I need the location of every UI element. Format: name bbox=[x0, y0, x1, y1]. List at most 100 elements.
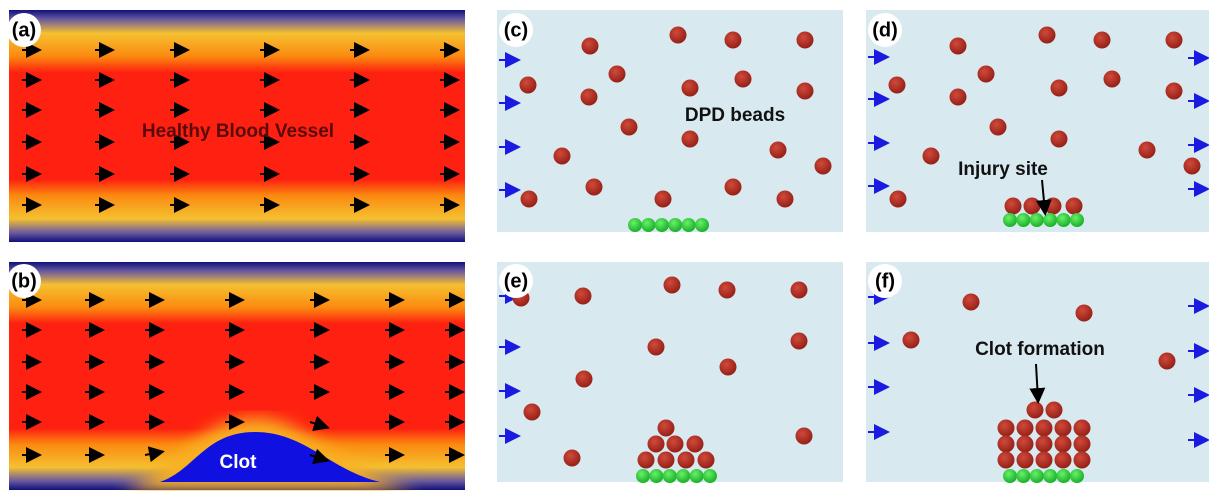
dpd-bead bbox=[647, 435, 665, 453]
dpd-bead bbox=[1158, 352, 1176, 370]
injury-bead bbox=[636, 469, 650, 483]
dpd-bead bbox=[997, 419, 1015, 437]
label-bg bbox=[499, 13, 533, 47]
dpd-bead bbox=[1165, 31, 1183, 49]
injury-bead bbox=[654, 218, 669, 232]
dpd-bead bbox=[1045, 401, 1063, 419]
dpd-bead bbox=[563, 449, 581, 467]
dpd-bead bbox=[575, 370, 593, 388]
clot-formation-text: Clot formation bbox=[975, 339, 1105, 360]
dpd-bead bbox=[585, 178, 603, 196]
injury-bead bbox=[641, 218, 656, 232]
injury-bead bbox=[649, 469, 664, 483]
dpd-bead bbox=[962, 293, 980, 311]
dpd-bead bbox=[1016, 419, 1034, 437]
dpd-bead bbox=[1065, 197, 1083, 215]
dpd-bead bbox=[718, 281, 736, 299]
injury-bead bbox=[1029, 469, 1044, 483]
injury-bead bbox=[695, 218, 709, 232]
dpd-bead bbox=[902, 331, 920, 349]
dpd-bead bbox=[520, 190, 538, 208]
dpd-bead bbox=[608, 65, 626, 83]
dpd-bead bbox=[620, 118, 638, 136]
injury-text: Injury site bbox=[958, 159, 1048, 180]
dpd-bead bbox=[1004, 197, 1022, 215]
dpd-bead bbox=[1023, 197, 1041, 215]
label-bg bbox=[499, 264, 533, 298]
dpd-bead bbox=[1138, 141, 1156, 159]
dpd-bead bbox=[637, 451, 655, 469]
dpd-bead bbox=[997, 435, 1015, 453]
dpd-bead bbox=[1093, 31, 1111, 49]
panel-labels: (a) (b) (c) (d) (e) (f) bbox=[7, 13, 902, 298]
dpd-bead bbox=[1035, 419, 1053, 437]
dpd-bead bbox=[949, 37, 967, 55]
dpd-bead bbox=[553, 147, 571, 165]
dpd-bead bbox=[654, 190, 672, 208]
dpd-bead bbox=[1044, 197, 1062, 215]
dpd-bead bbox=[795, 427, 813, 445]
injury-bead bbox=[628, 218, 642, 232]
dpd-bead bbox=[686, 435, 704, 453]
panel-label: (d) bbox=[872, 19, 898, 41]
dpd-bead bbox=[1016, 435, 1034, 453]
injury-bead bbox=[1043, 469, 1058, 483]
dpd-bead bbox=[796, 82, 814, 100]
flow-arrow bbox=[309, 415, 330, 432]
panel-label: (e) bbox=[504, 270, 528, 292]
dpd-bead bbox=[681, 130, 699, 148]
dpd-bead bbox=[977, 65, 995, 83]
panel-label: (f) bbox=[875, 270, 895, 292]
injury-bead bbox=[662, 469, 677, 483]
dpd-bead bbox=[1026, 401, 1044, 419]
clot-text: Clot bbox=[220, 452, 258, 473]
injury-bead bbox=[1029, 213, 1044, 227]
dpd-bead bbox=[1054, 435, 1072, 453]
clot-arrow bbox=[1029, 363, 1046, 404]
flow-arrow bbox=[309, 448, 330, 465]
injury-bead bbox=[689, 469, 704, 483]
dpd-bead bbox=[949, 88, 967, 106]
injury-bead bbox=[1003, 213, 1017, 227]
marks bbox=[22, 26, 1209, 483]
dpd-bead bbox=[657, 419, 675, 437]
injury-arrow bbox=[1035, 179, 1052, 216]
injury-bead bbox=[1016, 213, 1031, 227]
dpd-bead bbox=[1016, 451, 1034, 469]
dpd-bead bbox=[657, 451, 675, 469]
label-bg bbox=[868, 264, 902, 298]
dpd-bead bbox=[581, 37, 599, 55]
label-bg bbox=[7, 13, 41, 47]
vessel-text: Healthy Blood Vessel bbox=[142, 121, 334, 142]
injury-bead bbox=[1003, 469, 1017, 483]
injury-bead bbox=[1070, 469, 1084, 483]
vessel-a bbox=[9, 10, 465, 242]
dpd-bead bbox=[681, 79, 699, 97]
injury-bead bbox=[1070, 213, 1084, 227]
injury-bead bbox=[668, 218, 683, 232]
dpd-bead bbox=[734, 70, 752, 88]
dpd-bead bbox=[580, 88, 598, 106]
label-bg bbox=[868, 13, 902, 47]
dpd-bead bbox=[790, 332, 808, 350]
dpd-bead bbox=[888, 76, 906, 94]
dpd-bead bbox=[1054, 451, 1072, 469]
dpd-bead bbox=[1050, 130, 1068, 148]
dpd-bead bbox=[1035, 451, 1053, 469]
dpd-bead bbox=[724, 31, 742, 49]
dpd-bead bbox=[1073, 435, 1091, 453]
dpd-bead bbox=[1073, 419, 1091, 437]
dpd-bead bbox=[1054, 419, 1072, 437]
dpd-bead bbox=[790, 281, 808, 299]
injury-bead bbox=[681, 218, 696, 232]
dpd-bead bbox=[724, 178, 742, 196]
panel-label: (a) bbox=[12, 19, 36, 41]
dpd-bead bbox=[669, 26, 687, 44]
dpd-bead bbox=[796, 31, 814, 49]
flow-arrow bbox=[144, 446, 165, 463]
panel-label: (c) bbox=[504, 19, 528, 41]
dpd-bead bbox=[776, 190, 794, 208]
beads-text: DPD beads bbox=[685, 105, 785, 126]
dpd-bead bbox=[719, 358, 737, 376]
dpd-bead bbox=[1035, 435, 1053, 453]
